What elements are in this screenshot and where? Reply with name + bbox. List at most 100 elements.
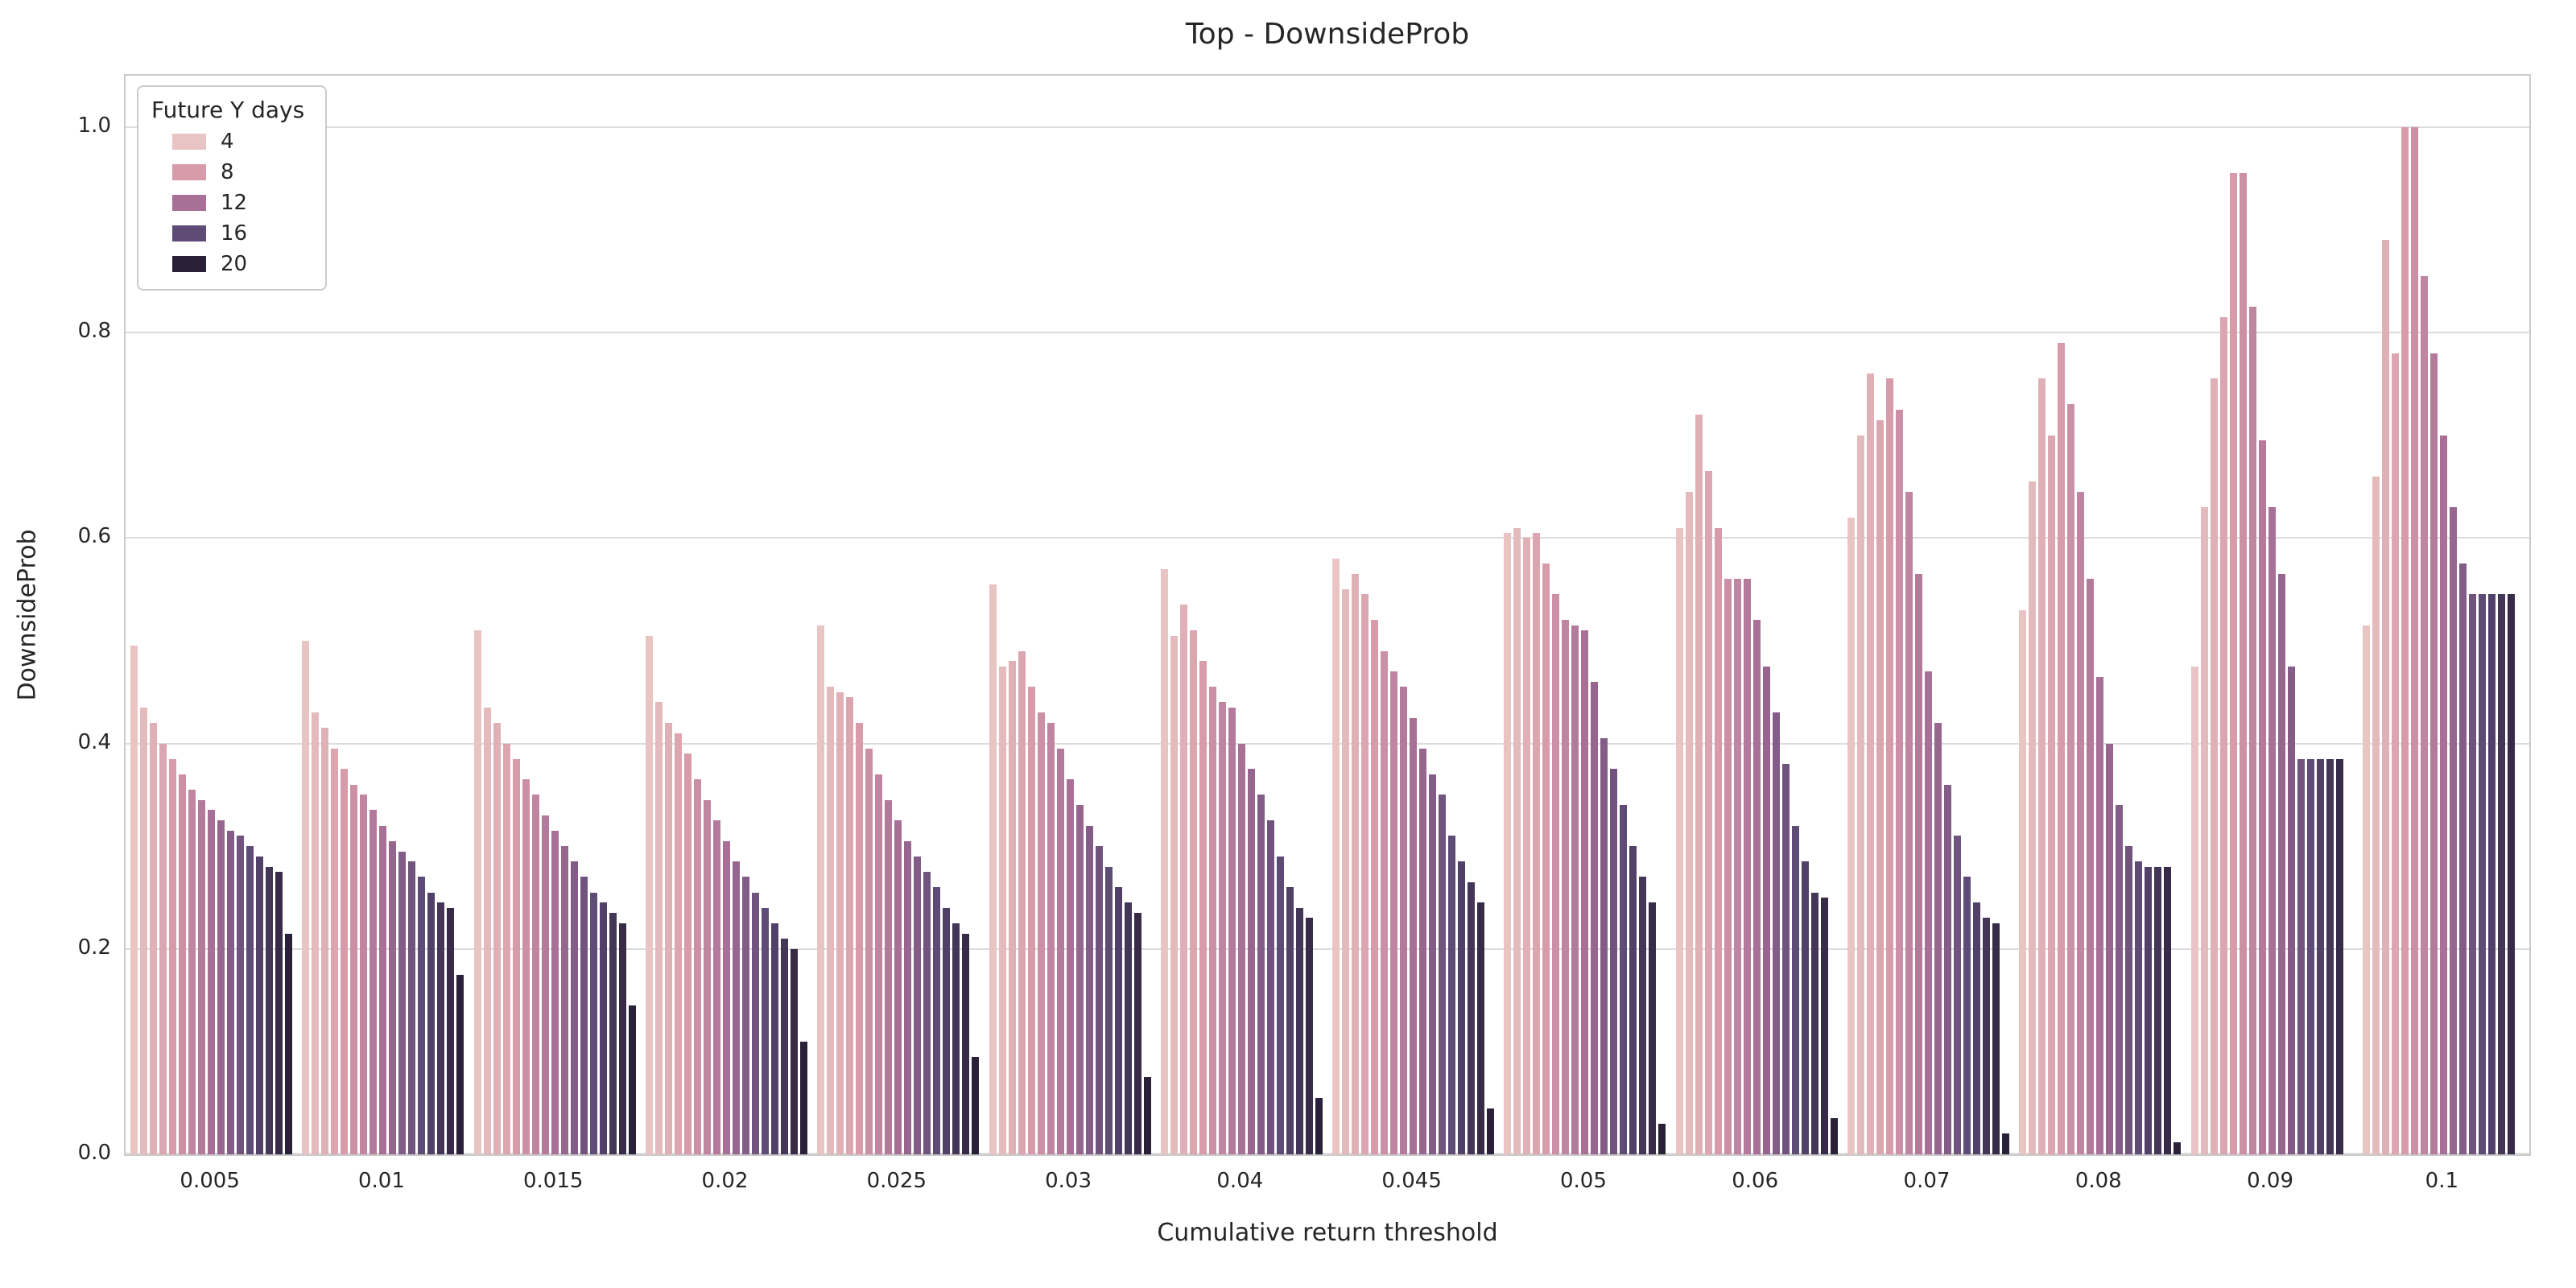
bar [2468, 594, 2476, 1154]
x-tick-label: 0.05 [1559, 1169, 1607, 1193]
bar [522, 779, 530, 1154]
bar [2019, 609, 2027, 1154]
legend-entry: 16 [151, 221, 304, 246]
legend-entry: 20 [151, 252, 304, 276]
bar [1390, 671, 1398, 1154]
bar [2297, 758, 2305, 1154]
bar [379, 825, 387, 1154]
bar [914, 856, 922, 1154]
bar [1781, 764, 1790, 1154]
y-tick-label: 0.0 [77, 1141, 111, 1165]
bar [1095, 846, 1103, 1154]
bar [1714, 527, 1722, 1154]
bar [2164, 866, 2172, 1154]
bar [1160, 568, 1168, 1154]
legend-entry: 12 [151, 191, 304, 215]
bar [1439, 795, 1447, 1154]
bar [2038, 378, 2046, 1154]
bar [1953, 836, 1961, 1154]
bar [2174, 1141, 2182, 1154]
bar [1695, 415, 1703, 1154]
legend: Future Y days 4 8 12 16 20 [137, 85, 328, 291]
bar [1429, 774, 1437, 1154]
bar [2306, 758, 2314, 1154]
x-tick-label: 0.015 [522, 1169, 584, 1193]
bar [1801, 861, 1809, 1154]
bar [962, 933, 970, 1154]
bar [2154, 866, 2162, 1154]
bar [1552, 594, 1560, 1154]
bar [1257, 795, 1265, 1154]
bar [198, 799, 206, 1154]
bar [1649, 902, 1657, 1154]
bar [312, 712, 320, 1154]
bar [1856, 435, 1864, 1154]
bar [645, 635, 653, 1154]
bar [2410, 126, 2418, 1154]
bar [1685, 491, 1693, 1154]
bar [266, 866, 274, 1154]
bar [2190, 666, 2198, 1154]
legend-label: 4 [221, 130, 234, 154]
bar [952, 923, 960, 1154]
x-tick-label: 0.02 [701, 1169, 749, 1193]
bar [1914, 573, 1922, 1154]
bar [1477, 902, 1485, 1154]
legend-label: 16 [221, 221, 248, 246]
bar [989, 584, 997, 1154]
bar [2401, 126, 2409, 1154]
bar [933, 887, 941, 1154]
bar-group-0.04 [1156, 76, 1327, 1154]
bar [2125, 846, 2133, 1154]
bar [1286, 887, 1294, 1154]
bar [1189, 630, 1197, 1154]
bar [1046, 723, 1055, 1154]
bar [703, 799, 711, 1154]
bar [398, 851, 407, 1154]
bar [447, 907, 455, 1154]
bar [1591, 681, 1599, 1154]
bar [1037, 712, 1045, 1154]
bar [1170, 635, 1178, 1154]
bar [654, 702, 663, 1154]
bar [2277, 573, 2285, 1154]
bar [875, 774, 883, 1154]
bar [1791, 825, 1799, 1154]
bar [169, 758, 177, 1154]
bar [1332, 558, 1340, 1154]
x-tick-label: 0.01 [357, 1169, 405, 1193]
x-axis-label: Cumulative return threshold [1157, 1219, 1498, 1247]
bar [2248, 307, 2256, 1154]
bar [1315, 1097, 1323, 1154]
bar-group-0.06 [1671, 76, 1843, 1154]
bar [2116, 805, 2124, 1154]
bar [2391, 353, 2399, 1154]
bar-group-0.1 [2358, 76, 2529, 1154]
bar [817, 625, 825, 1154]
bar [1400, 687, 1408, 1154]
bar [628, 1005, 636, 1154]
x-tick-label: 0.08 [2074, 1169, 2122, 1193]
x-tick-label: 0.07 [1903, 1169, 1951, 1193]
bar [1533, 532, 1541, 1154]
bar [998, 666, 1006, 1154]
bar [780, 939, 788, 1154]
bar [1982, 918, 1990, 1154]
bar [2478, 594, 2486, 1154]
bar [683, 753, 691, 1154]
bar [2420, 275, 2428, 1154]
bar [865, 748, 873, 1154]
bar [1523, 538, 1531, 1154]
bar [1410, 717, 1418, 1154]
bar [1905, 491, 1913, 1154]
bar [2487, 594, 2496, 1154]
bar [1342, 589, 1350, 1154]
bar [1772, 712, 1780, 1154]
bar [1124, 902, 1132, 1154]
bar [493, 723, 501, 1154]
bar [1056, 748, 1064, 1154]
x-tick-label: 0.06 [1732, 1169, 1779, 1193]
bar [341, 769, 349, 1154]
bar [2287, 666, 2295, 1154]
bar [237, 836, 245, 1154]
